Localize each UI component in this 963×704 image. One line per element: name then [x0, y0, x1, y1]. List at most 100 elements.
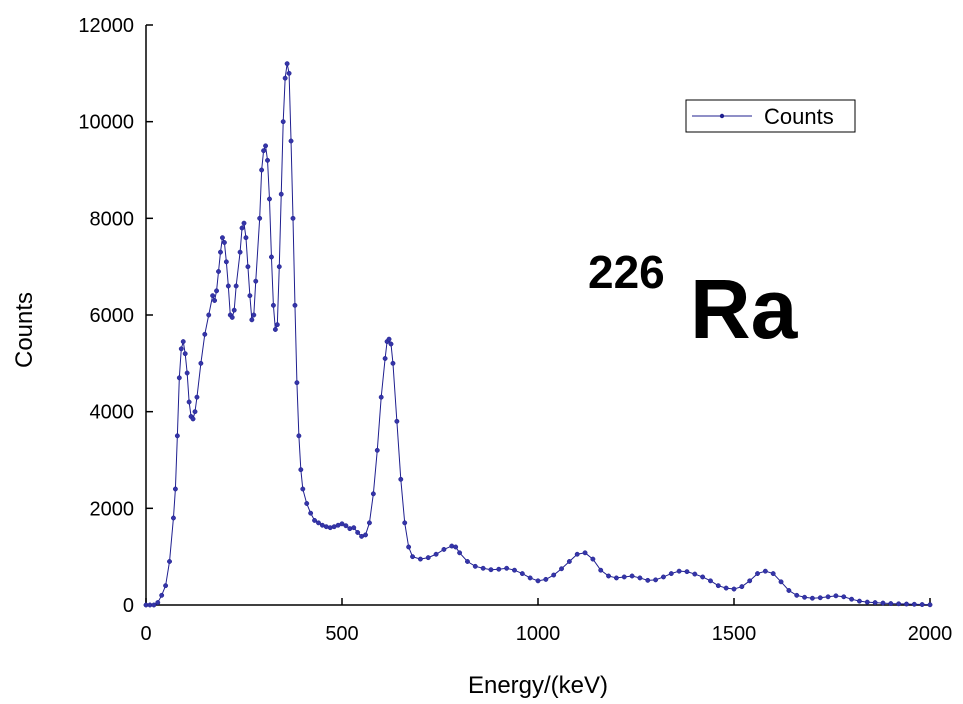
data-point — [519, 571, 525, 577]
data-point — [159, 592, 165, 598]
data-point — [180, 339, 186, 345]
data-point — [241, 220, 247, 226]
data-point — [378, 394, 384, 400]
data-point — [433, 551, 439, 557]
data-point — [212, 298, 218, 303]
data-point — [896, 601, 902, 607]
data-point — [668, 571, 674, 577]
data-point — [167, 559, 172, 564]
data-point — [267, 196, 272, 202]
data-point — [190, 416, 196, 422]
data-point — [417, 556, 423, 562]
data-point — [480, 565, 486, 571]
data-point — [723, 585, 729, 591]
data-point — [786, 588, 792, 593]
data-point — [288, 138, 294, 144]
data-point — [233, 283, 239, 289]
data-point — [864, 599, 870, 605]
data-point — [684, 569, 690, 575]
data-point — [286, 70, 292, 76]
data-point — [762, 568, 768, 574]
data-point — [198, 360, 204, 366]
data-point — [298, 467, 304, 473]
data-point — [231, 307, 237, 313]
data-point — [339, 521, 345, 527]
data-point — [351, 525, 357, 531]
data-point — [312, 517, 318, 523]
data-point — [170, 515, 176, 521]
data-point — [249, 317, 255, 323]
data-point — [174, 433, 180, 439]
data-point — [425, 555, 431, 561]
data-point — [237, 249, 243, 255]
data-point — [214, 288, 220, 294]
data-point — [216, 269, 221, 274]
data-point — [394, 418, 400, 424]
data-point — [304, 501, 310, 506]
data-point — [316, 520, 321, 526]
y-tick-label: 10000 — [78, 112, 134, 134]
x-tick-label: 0 — [140, 623, 151, 645]
data-point — [621, 574, 627, 580]
data-point — [245, 264, 251, 270]
data-point — [176, 375, 182, 381]
data-point — [527, 575, 533, 581]
data-point — [598, 567, 604, 573]
data-point — [178, 346, 184, 352]
data-point — [833, 593, 839, 599]
data-point — [366, 520, 372, 526]
data-point — [496, 566, 502, 572]
data-point — [184, 370, 190, 376]
data-point — [794, 592, 800, 598]
data-point — [259, 167, 265, 173]
data-point — [739, 584, 745, 590]
data-point — [219, 235, 225, 241]
data-point — [182, 351, 188, 357]
data-point — [645, 577, 651, 583]
data-point — [247, 293, 253, 299]
data-point — [221, 240, 227, 245]
data-point — [263, 143, 269, 149]
data-point — [653, 577, 659, 583]
data-point — [261, 148, 267, 154]
data-point — [778, 579, 784, 585]
data-point — [343, 523, 349, 529]
data-point — [841, 594, 847, 600]
data-point — [825, 594, 831, 600]
data-point — [388, 341, 394, 347]
data-point — [155, 600, 161, 606]
data-point — [276, 264, 282, 270]
data-point — [637, 575, 643, 581]
data-point — [715, 583, 721, 589]
data-point — [406, 544, 412, 550]
data-point — [700, 574, 706, 580]
data-point — [202, 331, 208, 337]
data-point — [194, 394, 200, 400]
annotation-mass-number: 226 — [588, 246, 665, 298]
data-point — [849, 596, 855, 602]
data-point — [441, 546, 447, 552]
data-point — [294, 380, 300, 386]
data-point — [535, 578, 541, 584]
data-point — [223, 259, 229, 265]
data-point — [274, 322, 280, 328]
data-point — [386, 336, 392, 342]
legend-label: Counts — [764, 104, 834, 129]
data-point — [251, 312, 257, 318]
data-point — [355, 530, 361, 535]
data-point — [488, 567, 494, 573]
data-point — [504, 565, 510, 571]
data-point — [927, 602, 933, 608]
data-point — [606, 573, 612, 579]
data-point — [268, 254, 274, 260]
y-tick-label: 12000 — [78, 15, 134, 37]
data-point — [660, 574, 666, 580]
data-point — [770, 571, 776, 577]
data-point — [453, 544, 459, 550]
data-point — [186, 399, 192, 405]
data-point — [206, 312, 212, 318]
data-point — [172, 486, 178, 492]
data-point — [880, 600, 886, 606]
